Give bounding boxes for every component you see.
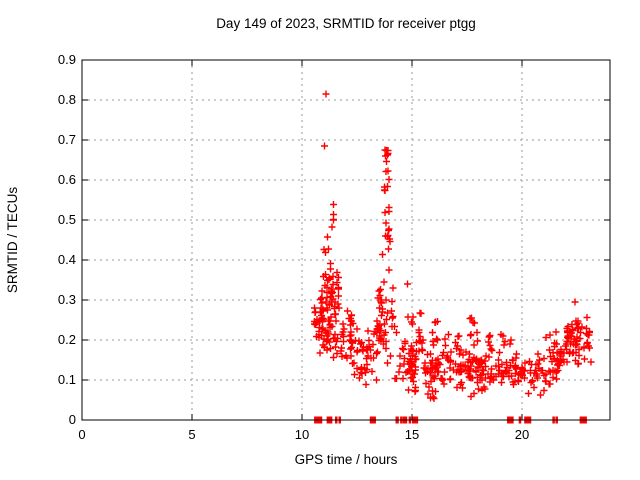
chart-title: Day 149 of 2023, SRMTID for receiver ptg… [216, 16, 476, 31]
x-tick-label: 5 [188, 427, 196, 442]
y-tick-label: 0.5 [57, 212, 76, 227]
y-tick-label: 0.2 [57, 332, 76, 347]
data-points [311, 90, 595, 402]
y-tick-label: 0.9 [57, 52, 76, 67]
y-tick-label: 0.3 [57, 292, 76, 307]
plot-border [81, 59, 611, 421]
y-tick-label: 0.7 [57, 132, 76, 147]
x-tick-label: 10 [294, 427, 310, 442]
y-tick-label: 0.6 [57, 172, 76, 187]
grid-lines [82, 60, 610, 420]
y-tick-label: 0 [68, 412, 76, 427]
y-tick-label: 0.8 [57, 92, 76, 107]
y-tick-label: 0.1 [57, 372, 76, 387]
y-tick-label: 0.4 [57, 252, 76, 267]
axis-ticks [81, 59, 610, 421]
x-tick-label: 20 [514, 427, 530, 442]
x-tick-label: 15 [404, 427, 420, 442]
x-tick-label: 0 [78, 427, 86, 442]
x-axis-label: GPS time / hours [294, 452, 398, 467]
